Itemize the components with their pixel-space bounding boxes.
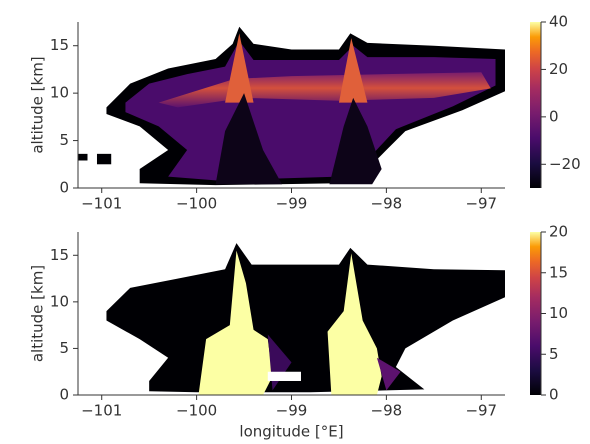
x-tick-label: −100 [176, 195, 217, 213]
y-tick-label: 5 [59, 131, 69, 149]
x-tick-label: −101 [81, 195, 122, 213]
x-tick-label: −97 [465, 195, 497, 213]
colorbar-tick-label: 0 [549, 107, 559, 125]
colorbar-tick-label: 5 [549, 345, 559, 363]
colorbar-tick-label: 20 [549, 223, 568, 241]
echo-envelope [106, 243, 505, 393]
x-tick-label: −98 [371, 402, 403, 420]
x-axis-label: longitude [°E] [239, 423, 343, 441]
core-top [338, 38, 368, 103]
colorbar-tick-label: 0 [549, 386, 559, 404]
heatmap-field [78, 26, 505, 186]
colorbar [530, 232, 541, 395]
y-tick-label: 0 [59, 386, 69, 404]
fringe [376, 357, 401, 391]
y-tick-label: 10 [50, 84, 69, 102]
colorbar-tick-label: −20 [549, 155, 581, 173]
colorbar-tick-label: 15 [549, 263, 568, 281]
y-tick-label: 5 [59, 339, 69, 357]
y-tick-label: 15 [50, 36, 69, 54]
y-tick-label: 10 [50, 292, 69, 310]
x-tick-label: −99 [276, 195, 308, 213]
heatmap-field [106, 243, 505, 395]
y-tick-label: 15 [50, 246, 69, 264]
echo-interior [125, 40, 496, 181]
echo-speck [96, 153, 112, 165]
colorbar-tick-label: 10 [549, 304, 568, 322]
colorbar-tick-label: 40 [549, 13, 568, 31]
core-top [225, 33, 254, 103]
y-tick-label: 0 [59, 179, 69, 197]
convective-core [198, 250, 273, 395]
x-tick-label: −101 [81, 402, 122, 420]
x-tick-label: −97 [465, 402, 497, 420]
y-axis-label: altitude [km] [29, 56, 47, 153]
echo-speck [78, 153, 88, 161]
colorbar-tick-label: 20 [549, 60, 568, 78]
core-dark [215, 93, 283, 185]
x-tick-label: −98 [371, 195, 403, 213]
x-tick-label: −99 [276, 402, 308, 420]
core-dark [329, 97, 382, 185]
convective-core [327, 253, 382, 395]
y-axis-label: altitude [km] [29, 265, 47, 362]
x-tick-label: −100 [176, 402, 217, 420]
gap [267, 371, 301, 382]
colorbar [530, 22, 541, 188]
